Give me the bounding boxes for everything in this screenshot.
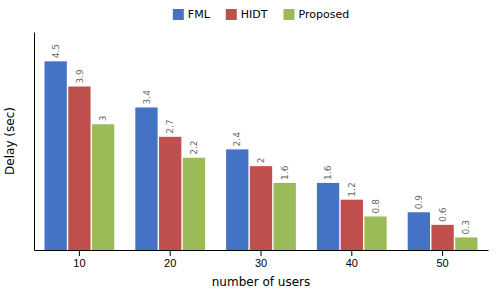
data-label: 1.2 [347, 182, 357, 196]
x-tick: 30 [255, 250, 267, 269]
x-tick-mark [442, 250, 443, 256]
data-label: 0.8 [371, 199, 381, 214]
legend-item: FML [173, 8, 211, 21]
legend-item: Proposed [284, 8, 350, 21]
x-axis-title: number of users [212, 275, 310, 289]
data-label: 0.9 [414, 195, 424, 210]
x-tick-label: 40 [346, 257, 358, 269]
x-tick-mark [261, 250, 262, 256]
x-tick-mark [170, 250, 171, 256]
data-label: 3 [98, 115, 108, 121]
bar [159, 137, 181, 250]
bar [183, 158, 205, 250]
data-label: 2.2 [189, 140, 199, 154]
data-label: 3.4 [142, 90, 152, 105]
data-label: 2 [256, 157, 266, 163]
x-tick-mark [351, 250, 352, 256]
bar [408, 212, 430, 250]
bar [317, 183, 339, 250]
bar [341, 200, 363, 250]
plot: 4.5 3.4 2.4 1.6 0.9 3.9 2.7 2 1.2 0.6 3 2.2 1.6 0.8 0.… [35, 33, 489, 269]
x-tick-mark [79, 250, 80, 256]
legend-item: HIDT [226, 8, 268, 21]
data-label: 3.9 [75, 69, 85, 84]
legend-label: Proposed [299, 8, 350, 21]
data-label: 4.5 [51, 44, 61, 58]
bar [274, 183, 296, 250]
bar [431, 225, 453, 250]
legend-label: HIDT [241, 8, 268, 21]
data-label: 2.7 [165, 119, 175, 133]
data-label: 0.6 [438, 207, 448, 222]
data-labels: 4.5 3.4 2.4 1.6 0.9 3.9 2.7 2 1.2 0.6 3 2.2 1.6 0.8 0.… [51, 44, 472, 234]
y-axis-line [34, 33, 35, 251]
chart: 4.5 3.4 2.4 1.6 0.9 3.9 2.7 2 1.2 0.6 3 2.2 1.6 0.8 0.… [0, 0, 500, 294]
x-axis: 10 20 30 40 50 [35, 250, 489, 269]
x-tick-label: 20 [164, 257, 176, 269]
bar [250, 166, 272, 250]
bars [45, 61, 478, 250]
legend-swatch [226, 9, 237, 20]
x-tick: 50 [436, 250, 448, 269]
bar [226, 149, 248, 250]
bar [92, 124, 114, 250]
y-axis [34, 33, 35, 251]
data-label: 0.3 [461, 220, 471, 234]
bar [455, 237, 477, 250]
x-tick-label: 10 [73, 257, 85, 269]
legend: FML HIDT Proposed [173, 8, 349, 21]
data-label: 1.6 [323, 165, 333, 180]
legend-swatch [173, 9, 184, 20]
x-tick: 20 [164, 250, 176, 269]
bar [364, 216, 386, 250]
x-tick-label: 30 [255, 257, 267, 269]
bar [68, 87, 90, 251]
legend-swatch [284, 9, 295, 20]
data-label: 2.4 [232, 132, 242, 147]
x-tick: 10 [73, 250, 85, 269]
data-label: 1.6 [280, 165, 290, 180]
legend-label: FML [188, 8, 211, 21]
bar [135, 107, 157, 250]
x-tick-label: 50 [436, 257, 448, 269]
bar [45, 61, 67, 250]
y-axis-title: Delay (sec) [3, 107, 17, 175]
x-tick: 40 [346, 250, 358, 269]
